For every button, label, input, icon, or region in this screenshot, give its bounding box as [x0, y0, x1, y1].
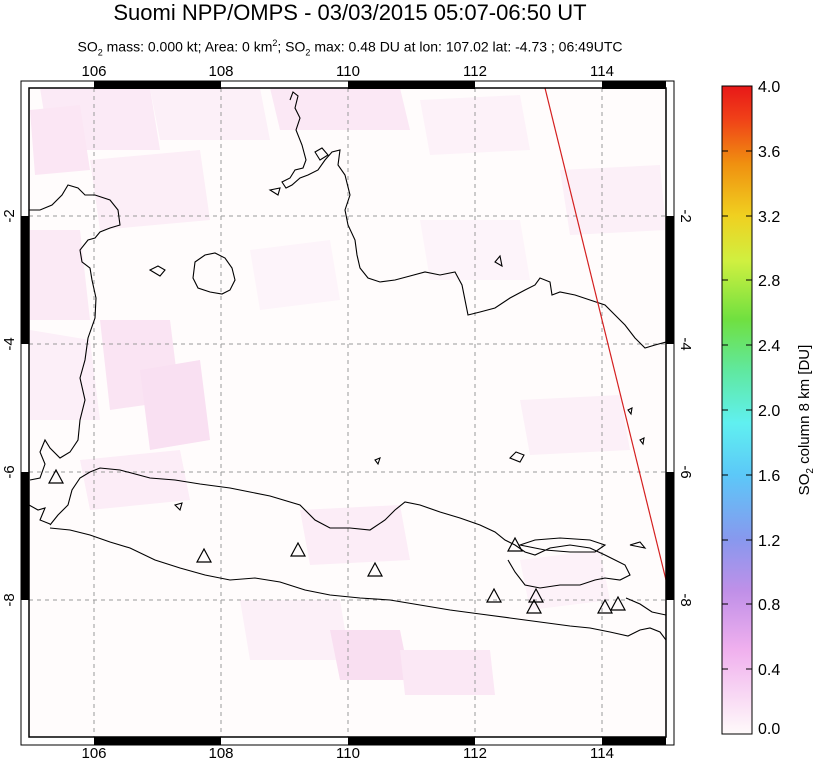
- colorbar-tick-label: 1.6: [758, 468, 780, 485]
- colorbar-tick-label: 2.8: [758, 273, 780, 290]
- colorbar-tick-label: 4.0: [758, 79, 780, 96]
- so2-label: SO: [77, 38, 98, 55]
- lat-tick-left: -8: [1, 593, 18, 606]
- colorbar-tick-label: 2.4: [758, 338, 780, 355]
- colorbar-tick-label: 3.2: [758, 209, 780, 226]
- colorbar-tick-label: 0.8: [758, 597, 780, 614]
- lon-tick-top: 106: [81, 63, 106, 80]
- swath-edge-line: [544, 88, 666, 581]
- map-border-bars: [21, 81, 674, 745]
- lat-tick-left: -2: [1, 209, 18, 222]
- map-title: Suomi NPP/OMPS - 03/03/2015 05:07-06:50 …: [113, 0, 587, 25]
- so2-subscript: 2: [97, 47, 103, 58]
- colorbar-tick-label: 1.2: [758, 533, 780, 550]
- map-frame: [28, 87, 667, 738]
- so2max-subscript: 2: [305, 47, 311, 58]
- lon-tick-top: 108: [208, 63, 233, 80]
- volcano-triangle-marker: [289, 541, 307, 557]
- lat-tick-right: -4: [677, 337, 694, 350]
- lat-tick-right: -8: [677, 593, 694, 606]
- lon-tick-top: 114: [590, 63, 614, 80]
- colorbar-tick-label: 0.0: [758, 721, 780, 738]
- colorbar-label: SO2 column 8 km [DU]: [796, 345, 816, 496]
- volcano-triangle-marker: [596, 598, 614, 614]
- coastlines: [29, 91, 666, 641]
- lon-tick-top: 110: [336, 63, 360, 80]
- lat-tick-left: -6: [1, 465, 18, 478]
- lon-tick-bottom: 106: [81, 745, 106, 759]
- lon-tick-top: 112: [463, 63, 487, 80]
- volcano-triangle-marker: [506, 536, 524, 552]
- so2-swath-pixels: [30, 88, 666, 695]
- lon-tick-bottom: 108: [208, 745, 233, 759]
- so2max-prefix: ; SO: [277, 38, 306, 55]
- colorbar-label-suffix: column 8 km [DU]: [796, 344, 813, 469]
- so2max-text: max: 0.48 DU at lon: 107.02 lat: -4.73 ;…: [310, 38, 623, 55]
- graticule: [29, 88, 666, 737]
- volcano-triangle-marker: [525, 598, 543, 614]
- lat-tick-right: -2: [677, 209, 694, 222]
- volcano-triangle-marker: [609, 595, 627, 611]
- mass-area-text: mass: 0.000 kt; Area: 0 km: [102, 38, 273, 55]
- colorbar-label-subscript: 2: [805, 468, 816, 474]
- colorbar-tick-label: 3.6: [758, 144, 780, 161]
- colorbar-tick-label: 2.0: [758, 403, 780, 420]
- lon-tick-bottom: 112: [463, 745, 487, 759]
- colorbar-tick-label: 0.4: [758, 662, 780, 679]
- volcano-markers: [47, 468, 627, 614]
- volcano-triangle-marker: [47, 468, 65, 484]
- outer-frame: [20, 80, 675, 746]
- volcano-triangle-marker: [195, 547, 213, 563]
- lat-tick-left: -4: [1, 337, 18, 350]
- area-superscript: 2: [272, 38, 278, 48]
- volcano-triangle-marker: [366, 561, 384, 577]
- lon-tick-bottom: 114: [590, 745, 614, 759]
- volcano-triangle-marker: [485, 587, 503, 603]
- colorbar-ticks: [722, 85, 752, 670]
- lon-tick-bottom: 110: [336, 745, 360, 759]
- map-subtitle: SO2 mass: 0.000 kt; Area: 0 km2; SO2 max…: [0, 34, 700, 61]
- colorbar-label-prefix: SO: [796, 473, 813, 496]
- lat-tick-right: -6: [677, 465, 694, 478]
- volcano-triangle-marker: [527, 587, 545, 603]
